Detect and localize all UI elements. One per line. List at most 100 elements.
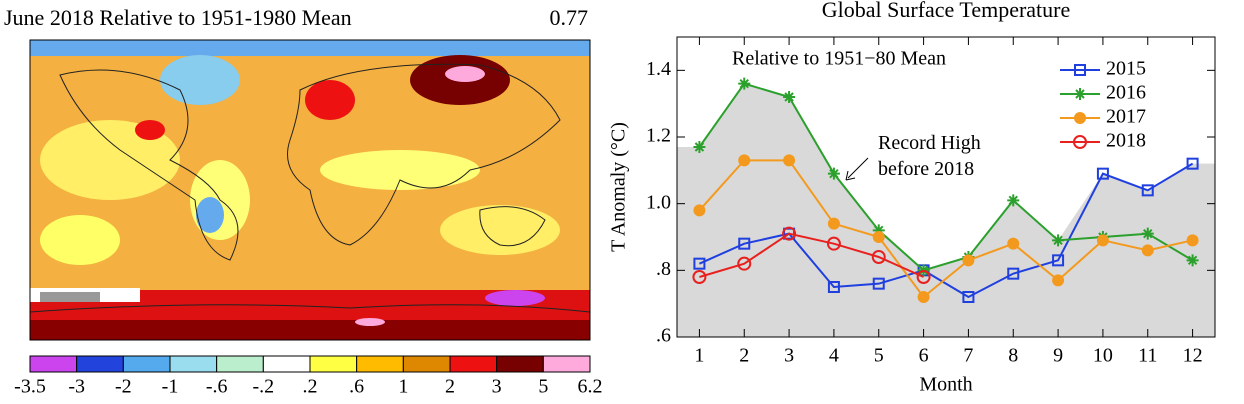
- point: [1052, 254, 1065, 267]
- point: [1186, 254, 1199, 267]
- point: [1141, 227, 1154, 240]
- colorbar-swatch: [29, 355, 78, 373]
- colorbar-label: 2: [445, 376, 455, 398]
- map-frame: [29, 39, 591, 341]
- map-mean: 0.77: [550, 5, 589, 30]
- colorbar-swatch: [169, 355, 218, 373]
- point: [1096, 234, 1109, 247]
- point: [693, 204, 706, 217]
- point: [827, 217, 840, 230]
- point: [692, 270, 707, 284]
- x-tick-label: 3: [784, 345, 794, 367]
- point: [1007, 267, 1020, 280]
- y-tick-label: 1.0: [646, 191, 671, 213]
- colorbar-label: 1: [398, 376, 408, 398]
- colorbar-swatch: [309, 355, 358, 373]
- y-axis-label: T Anomaly (°C): [608, 122, 630, 252]
- series-line: [698, 159, 1193, 299]
- point: [738, 237, 751, 250]
- point: [1141, 184, 1154, 197]
- point: [1186, 157, 1199, 170]
- point: [1052, 234, 1065, 247]
- colorbar-swatch: [122, 355, 171, 373]
- point: [693, 257, 706, 270]
- point: [827, 281, 840, 293]
- point: [1052, 274, 1065, 287]
- legend-label: 2015: [1106, 58, 1146, 80]
- legend-marker: [1074, 112, 1086, 124]
- colorbar-label: -1: [162, 376, 179, 398]
- colorbar-swatch: [449, 355, 498, 373]
- point: [1186, 234, 1199, 247]
- annotation-arrow: [847, 157, 869, 179]
- x-tick-label: 8: [1008, 345, 1018, 367]
- y-tick-label: .8: [656, 258, 671, 280]
- legend-label: 2016: [1106, 82, 1146, 104]
- y-tick-label: 1.4: [646, 58, 671, 80]
- map: [30, 40, 590, 340]
- y-tick-label: 1.2: [646, 125, 671, 147]
- x-tick-label: 12: [1183, 345, 1203, 367]
- point: [738, 77, 751, 90]
- colorbar-swatch: [356, 355, 404, 373]
- colorbar-swatch: [402, 355, 451, 373]
- colorbar-label: -.2: [252, 376, 274, 398]
- record-shade: [677, 83, 1215, 338]
- point: [738, 154, 751, 167]
- point: [782, 226, 797, 241]
- series-line: [699, 232, 924, 278]
- chart-subtitle: Relative to 1951−80 Mean: [732, 48, 946, 70]
- point: [871, 250, 886, 264]
- point: [962, 254, 975, 267]
- series-line: [699, 162, 1194, 299]
- series-line: [698, 82, 1194, 272]
- legend-marker: [1074, 88, 1086, 100]
- point: [827, 167, 840, 180]
- point: [1096, 167, 1109, 180]
- colorbar-swatch: [216, 355, 264, 373]
- point: [1007, 237, 1020, 250]
- colorbar-label: -3.5: [14, 376, 46, 398]
- point: [826, 236, 841, 251]
- colorbar-swatch: [496, 355, 544, 373]
- colorbar-swatch: [542, 355, 591, 373]
- point: [737, 256, 752, 271]
- x-tick-label: 7: [963, 345, 973, 367]
- plot-frame: [676, 36, 1216, 338]
- x-tick-label: 2: [739, 345, 749, 367]
- map-title: June 2018 Relative to 1951-1980 Mean: [4, 5, 352, 30]
- x-tick-label: 11: [1138, 345, 1157, 367]
- colorbar-label: .6: [349, 376, 364, 398]
- point: [783, 91, 796, 103]
- point: [1141, 244, 1154, 257]
- point: [872, 231, 885, 243]
- legend-label: 2017: [1106, 106, 1146, 128]
- x-tick-label: 1: [694, 345, 704, 367]
- point: [783, 154, 796, 167]
- colorbar-label: -.6: [206, 376, 228, 398]
- point: [916, 270, 931, 284]
- x-tick-label: 6: [919, 345, 929, 367]
- colorbar-label: .2: [303, 376, 318, 398]
- legend-label: 2018: [1106, 130, 1146, 152]
- legend-marker: [1074, 64, 1086, 76]
- x-axis-label: Month: [919, 374, 972, 396]
- point: [872, 224, 885, 237]
- colorbar-label: -3: [68, 376, 85, 398]
- colorbar-swatch: [262, 355, 311, 373]
- colorbar-swatch: [76, 355, 124, 373]
- x-tick-label: 10: [1093, 345, 1113, 367]
- colorbar-label: -2: [115, 376, 132, 398]
- colorbar-label: 5: [538, 376, 548, 398]
- chart-title: Global Surface Temperature: [822, 0, 1071, 22]
- x-tick-label: 9: [1053, 345, 1063, 367]
- x-tick-label: 5: [874, 345, 884, 367]
- point: [1007, 194, 1020, 207]
- colorbar: -3.5 -3 -2 -1 -.6 -.2 .2 .6 1 2 3 5 6.2: [14, 355, 603, 398]
- legend-marker: [1073, 135, 1087, 149]
- annotation: Record High before 2018: [878, 132, 981, 180]
- point: [917, 291, 930, 303]
- y-tick-label: .6: [656, 325, 671, 347]
